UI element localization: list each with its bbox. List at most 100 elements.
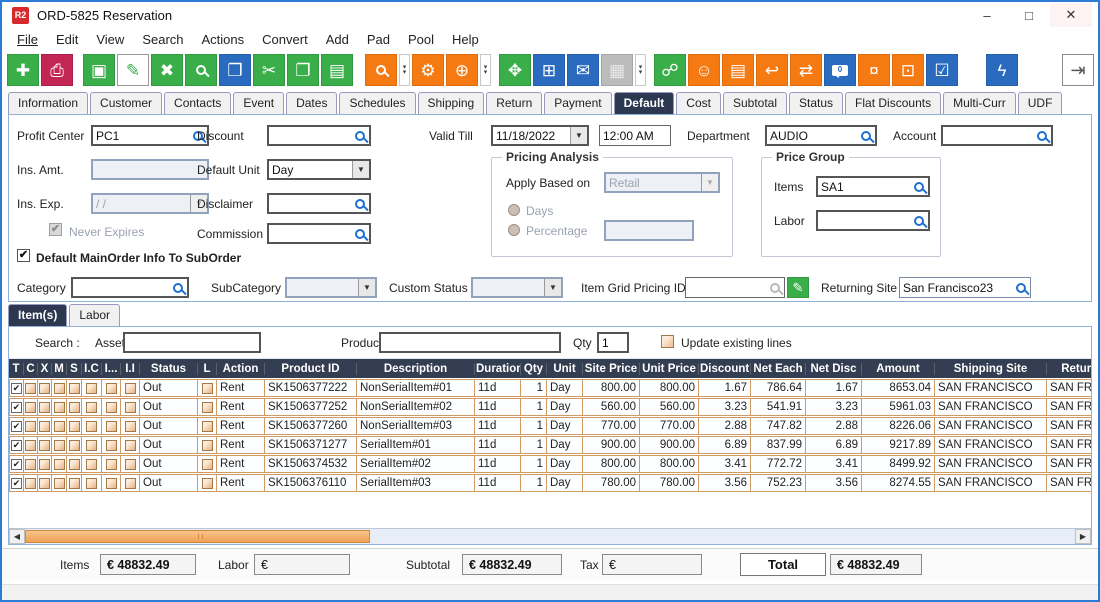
menu-convert[interactable]: Convert — [262, 31, 308, 47]
row-checkbox[interactable] — [124, 420, 136, 432]
search-icon[interactable] — [1016, 282, 1026, 293]
row-checkbox[interactable] — [124, 439, 136, 451]
row-checkbox[interactable] — [68, 401, 80, 413]
row-checkbox-checked[interactable]: ✔ — [11, 439, 22, 451]
search-icon[interactable] — [185, 54, 217, 86]
menu-help[interactable]: Help — [452, 31, 479, 47]
column-header-m[interactable]: M — [52, 362, 67, 375]
column-header-qty[interactable]: Qty — [521, 362, 547, 375]
row-checkbox[interactable] — [39, 382, 50, 394]
disclaimer-input[interactable] — [269, 196, 355, 211]
row-checkbox[interactable] — [105, 477, 117, 489]
chevron-down-icon[interactable]: ▾ ▾ — [399, 54, 410, 86]
comment-zero-icon[interactable]: 0 — [824, 54, 856, 86]
row-checkbox[interactable] — [39, 458, 50, 470]
valid-till-date-field[interactable]: ▼ — [491, 125, 589, 146]
edit-icon[interactable]: ✎ — [117, 54, 149, 86]
price-group-labor-input[interactable] — [818, 213, 914, 228]
tab-status[interactable]: Status — [789, 92, 844, 114]
column-header-i-c[interactable]: I.C — [82, 362, 102, 375]
calendar-icon[interactable]: ▦ — [601, 54, 633, 86]
account-field[interactable] — [941, 125, 1053, 146]
item-grid-pricing-field[interactable] — [685, 277, 785, 298]
column-header-s[interactable]: S — [67, 362, 82, 375]
row-checkbox-checked[interactable]: ✔ — [11, 420, 22, 432]
row-checkbox[interactable] — [25, 477, 36, 489]
chevron-down-icon[interactable]: ▾ ▾ — [635, 54, 646, 86]
tab-flat-discounts[interactable]: Flat Discounts — [845, 92, 942, 114]
row-checkbox[interactable] — [39, 401, 50, 413]
print-icon[interactable]: ⎙ — [41, 54, 73, 86]
row-checkbox[interactable] — [86, 420, 97, 432]
column-header-net-each[interactable]: Net Each — [751, 362, 806, 375]
menu-search[interactable]: Search — [142, 31, 184, 47]
horizontal-scrollbar[interactable]: ◀ ▶ — [9, 528, 1091, 544]
category-field[interactable] — [71, 277, 189, 298]
tab-dates[interactable]: Dates — [286, 92, 338, 114]
total-button[interactable]: Total — [740, 553, 826, 576]
new-document-icon[interactable]: ✚ — [7, 54, 39, 86]
row-checkbox[interactable] — [68, 439, 80, 451]
expand-icon[interactable]: ✥ — [499, 54, 531, 86]
qty-input[interactable] — [599, 335, 627, 350]
row-checkbox[interactable] — [68, 477, 80, 489]
cut-icon[interactable]: ✂ — [253, 54, 285, 86]
row-checkbox[interactable] — [201, 382, 213, 394]
tab-schedules[interactable]: Schedules — [339, 92, 416, 114]
disclaimer-field[interactable] — [267, 193, 371, 214]
row-checkbox[interactable] — [53, 420, 65, 432]
row-checkbox[interactable] — [25, 420, 36, 432]
category-input[interactable] — [73, 280, 173, 295]
row-checkbox[interactable] — [86, 401, 97, 413]
discount-input[interactable] — [269, 128, 355, 143]
qty-field[interactable] — [597, 332, 629, 353]
table-row[interactable]: ✔ Out Rent SK1506371277 SerialItem#01 11d 1 Day… — [9, 436, 1091, 454]
tab-event[interactable]: Event — [233, 92, 285, 114]
table-row[interactable]: ✔ Out Rent SK1506376110 SerialItem#03 11d 1 Day… — [9, 474, 1091, 492]
lightning-icon[interactable]: ϟ — [986, 54, 1018, 86]
find-item-icon[interactable] — [365, 54, 397, 86]
row-checkbox[interactable] — [39, 420, 50, 432]
row-checkbox[interactable] — [201, 420, 213, 432]
row-checkbox[interactable] — [53, 458, 65, 470]
price-group-items-field[interactable] — [816, 176, 930, 197]
column-header-amount[interactable]: Amount — [862, 362, 935, 375]
column-header-unit[interactable]: Unit — [547, 362, 583, 375]
tab-cost[interactable]: Cost — [676, 92, 721, 114]
row-checkbox[interactable] — [68, 420, 80, 432]
search-icon[interactable] — [355, 228, 365, 239]
chevron-down-icon[interactable]: ▼ — [358, 279, 375, 296]
column-header-site-price[interactable]: Site Price — [583, 362, 640, 375]
department-field[interactable] — [765, 125, 877, 146]
row-checkbox[interactable] — [201, 477, 213, 489]
tab-contacts[interactable]: Contacts — [164, 92, 232, 114]
product-field[interactable] — [379, 332, 561, 353]
menu-actions[interactable]: Actions — [201, 31, 245, 47]
returning-site-input[interactable] — [900, 280, 1016, 295]
column-header-returning-site[interactable]: Returning Site — [1047, 363, 1091, 375]
tab-labor[interactable]: Labor — [69, 304, 121, 326]
account-input[interactable] — [943, 128, 1037, 143]
row-checkbox[interactable] — [201, 439, 213, 451]
row-checkbox[interactable] — [39, 439, 50, 451]
row-checkbox[interactable] — [53, 401, 65, 413]
item-grid-pricing-input[interactable] — [686, 280, 770, 295]
tab-information[interactable]: Information — [8, 92, 89, 114]
row-checkbox[interactable] — [53, 477, 65, 489]
asset-field[interactable] — [123, 332, 261, 353]
search-icon[interactable] — [914, 215, 924, 226]
box-return-icon[interactable]: ⇄ — [790, 54, 822, 86]
row-checkbox[interactable] — [86, 458, 97, 470]
search-icon[interactable] — [193, 130, 203, 141]
menu-add[interactable]: Add — [325, 31, 349, 47]
row-checkbox[interactable] — [201, 458, 213, 470]
table-row[interactable]: ✔ Out Rent SK1506377260 NonSerialItem#03 11d 1… — [9, 417, 1091, 435]
notes-icon[interactable]: ▤ — [722, 54, 754, 86]
column-header-status[interactable]: Status — [140, 362, 198, 375]
gears-icon[interactable]: ⚙ — [412, 54, 444, 86]
tab-shipping[interactable]: Shipping — [417, 92, 485, 114]
row-checkbox-checked[interactable]: ✔ — [11, 477, 22, 489]
custom-status-combo[interactable]: ▼ — [471, 277, 563, 298]
row-checkbox[interactable] — [25, 401, 36, 413]
row-checkbox[interactable] — [105, 420, 117, 432]
